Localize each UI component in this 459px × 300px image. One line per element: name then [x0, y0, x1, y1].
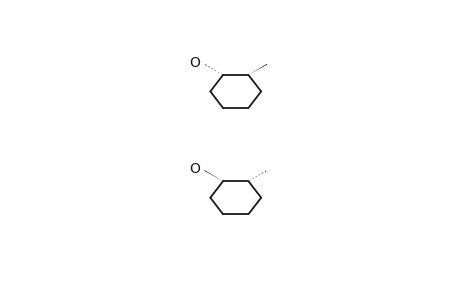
Text: O: O	[189, 56, 200, 70]
Polygon shape	[248, 64, 267, 75]
Polygon shape	[204, 170, 223, 181]
Text: O: O	[189, 162, 200, 176]
